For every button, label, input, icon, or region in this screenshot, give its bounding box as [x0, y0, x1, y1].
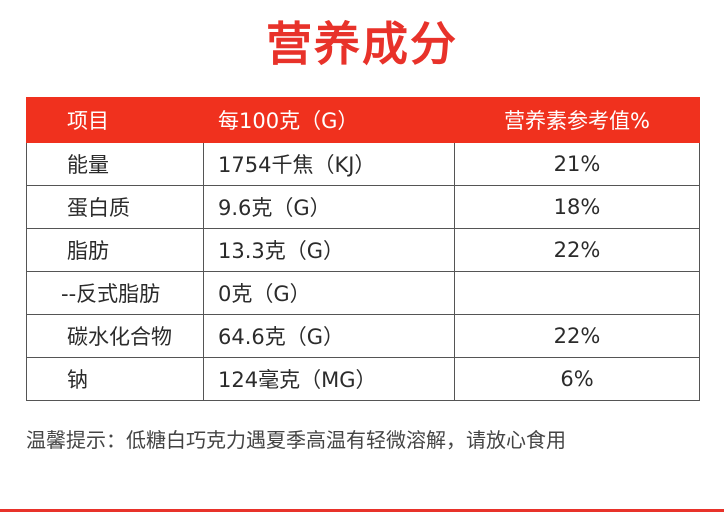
row-item: --反式脂肪 — [26, 271, 204, 315]
row-per-100g: 13.3克（G） — [203, 228, 455, 272]
nutrition-table: 项目 每100克（G） 营养素参考值% 能量 1754千焦（KJ） 21% 蛋白… — [26, 97, 700, 401]
table-row: 能量 1754千焦（KJ） 21% — [26, 142, 700, 186]
table-row: 钠 124毫克（MG） 6% — [26, 357, 700, 401]
warm-tip-text: 温馨提示：低糖白巧克力遇夏季高温有轻微溶解，请放心食用 — [26, 428, 566, 452]
header-per-100g: 每100克（G） — [203, 97, 455, 143]
header-item: 项目 — [26, 97, 204, 143]
row-per-100g: 1754千焦（KJ） — [203, 142, 455, 186]
table-row: 蛋白质 9.6克（G） 18% — [26, 185, 700, 229]
row-item: 碳水化合物 — [26, 314, 204, 358]
table-header-row: 项目 每100克（G） 营养素参考值% — [26, 97, 700, 143]
row-item: 钠 — [26, 357, 204, 401]
row-nrv: 22% — [454, 314, 700, 358]
row-item: 脂肪 — [26, 228, 204, 272]
table-row: 脂肪 13.3克（G） 22% — [26, 228, 700, 272]
row-per-100g: 0克（G） — [203, 271, 455, 315]
bottom-divider — [0, 509, 724, 512]
row-nrv: 21% — [454, 142, 700, 186]
row-nrv — [454, 271, 700, 315]
table-row: --反式脂肪 0克（G） — [26, 271, 700, 315]
header-nrv: 营养素参考值% — [454, 97, 700, 143]
row-nrv: 6% — [454, 357, 700, 401]
row-per-100g: 64.6克（G） — [203, 314, 455, 358]
page-title: 营养成分 — [266, 17, 458, 71]
row-per-100g: 124毫克（MG） — [203, 357, 455, 401]
row-per-100g: 9.6克（G） — [203, 185, 455, 229]
row-item: 能量 — [26, 142, 204, 186]
row-item: 蛋白质 — [26, 185, 204, 229]
row-nrv: 22% — [454, 228, 700, 272]
table-row: 碳水化合物 64.6克（G） 22% — [26, 314, 700, 358]
row-nrv: 18% — [454, 185, 700, 229]
